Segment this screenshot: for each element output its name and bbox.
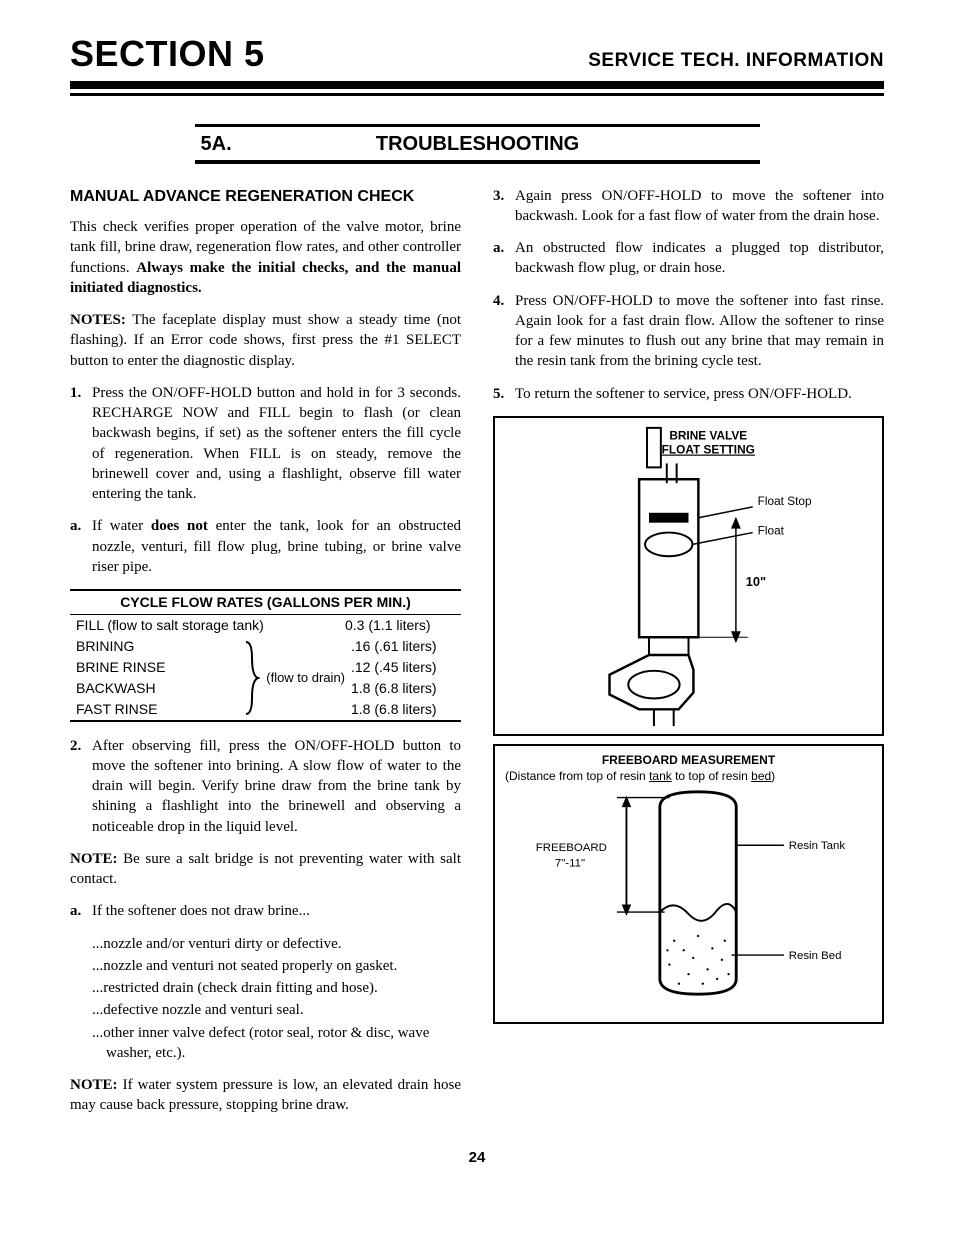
subsection-code: 5A. <box>201 131 232 158</box>
note-3: NOTE: If water system pressure is low, a… <box>70 1075 461 1116</box>
svg-text:FREEBOARD: FREEBOARD <box>536 842 607 854</box>
table-title: CYCLE FLOW RATES (GALLONS PER MIN.) <box>70 591 461 615</box>
left-column: MANUAL ADVANCE REGENERATION CHECK This c… <box>70 186 461 1128</box>
section-title: SECTION 5 <box>70 30 265 79</box>
step-2: 2. After observing fill, press the ON/OF… <box>70 736 461 837</box>
step-3a: a. An obstructed flow indicates a plugge… <box>493 238 884 279</box>
brine-valve-diagram: BRINE VALVE FLOAT SETTING Float Stop Flo… <box>493 416 884 736</box>
flow-rate-table: CYCLE FLOW RATES (GALLONS PER MIN.) FILL… <box>70 589 461 721</box>
step-3: 3. Again press ON/OFF-HOLD to move the s… <box>493 186 884 227</box>
page-header: SECTION 5 SERVICE TECH. INFORMATION <box>70 30 884 89</box>
svg-text:FLOAT SETTING: FLOAT SETTING <box>662 442 755 456</box>
freeboard-title: FREEBOARD MEASUREMENT <box>505 752 872 768</box>
svg-text:Resin Bed: Resin Bed <box>789 950 842 962</box>
intro-paragraph: This check verifies proper operation of … <box>70 217 461 298</box>
manual-check-heading: MANUAL ADVANCE REGENERATION CHECK <box>70 186 461 208</box>
brine-bullets: ...nozzle and/or venturi dirty or defect… <box>92 934 461 1064</box>
freeboard-subtitle: (Distance from top of resin tank to top … <box>505 768 872 784</box>
step-4: 4. Press ON/OFF-HOLD to move the softene… <box>493 291 884 372</box>
brace-icon <box>242 640 260 716</box>
header-underline <box>70 93 884 96</box>
note-2: NOTE: Be sure a salt bridge is not preve… <box>70 849 461 890</box>
step-2a: a. If the softener does not draw brine..… <box>70 901 461 921</box>
table-row: BRINE RINSE <box>70 657 242 678</box>
svg-text:10": 10" <box>746 574 766 589</box>
notes-paragraph: NOTES: The faceplate display must show a… <box>70 310 461 371</box>
brace-label: (flow to drain) <box>260 669 351 687</box>
right-column: 3. Again press ON/OFF-HOLD to move the s… <box>493 186 884 1128</box>
content-columns: MANUAL ADVANCE REGENERATION CHECK This c… <box>70 186 884 1128</box>
table-row: BRINING <box>70 636 242 657</box>
subsection-title: TROUBLESHOOTING <box>376 131 579 158</box>
svg-text:Float: Float <box>758 523 785 537</box>
svg-text:BRINE VALVE: BRINE VALVE <box>669 429 747 443</box>
table-row: BACKWASH <box>70 678 242 699</box>
svg-text:Float Stop: Float Stop <box>758 494 812 508</box>
svg-text:Resin Tank: Resin Tank <box>789 840 846 852</box>
table-row: FILL (flow to salt storage tank) 0.3 (1.… <box>70 615 461 636</box>
service-info-label: SERVICE TECH. INFORMATION <box>588 48 884 74</box>
freeboard-diagram: FREEBOARD MEASUREMENT (Distance from top… <box>493 744 884 1024</box>
table-row: FAST RINSE <box>70 699 242 720</box>
svg-text:7"-11": 7"-11" <box>555 857 585 869</box>
step-1: 1. Press the ON/OFF-HOLD button and hold… <box>70 383 461 505</box>
step-5: 5. To return the softener to service, pr… <box>493 384 884 404</box>
page-number: 24 <box>70 1148 884 1168</box>
step-1a: a. If water does not enter the tank, loo… <box>70 516 461 577</box>
subsection-header: 5A. TROUBLESHOOTING <box>195 124 760 164</box>
